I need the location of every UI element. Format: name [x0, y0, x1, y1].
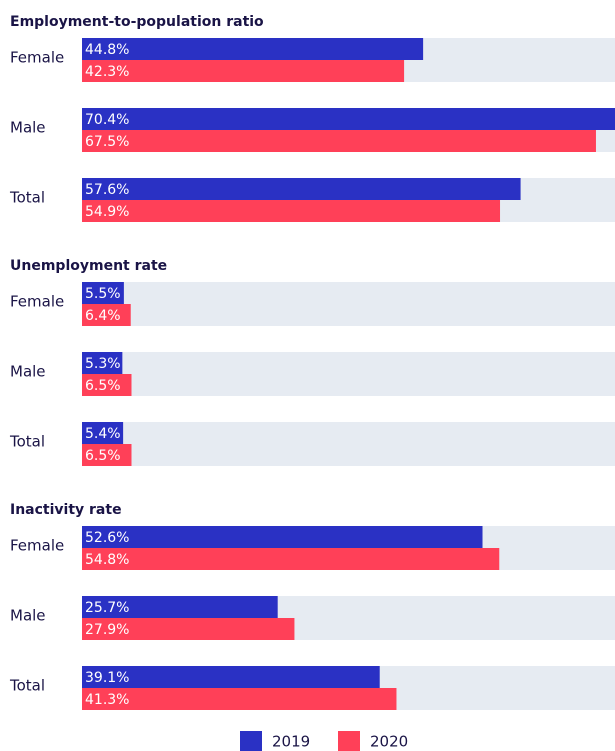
bar	[82, 374, 132, 396]
legend-swatch	[240, 731, 262, 751]
value-label: 57.6%	[85, 182, 129, 198]
value-label: 52.6%	[85, 530, 129, 546]
bar	[82, 618, 295, 640]
chart-title: Unemployment rate	[10, 258, 167, 274]
bar	[82, 352, 123, 374]
value-label: 54.9%	[85, 204, 129, 220]
legend-label: 2019	[272, 733, 310, 751]
value-label: 5.4%	[85, 426, 121, 442]
value-label: 6.4%	[85, 308, 121, 324]
bar-background	[82, 422, 615, 466]
category-label: Total	[9, 189, 45, 207]
bar-background	[82, 352, 615, 396]
category-label: Male	[10, 363, 46, 381]
value-label: 5.5%	[85, 286, 121, 302]
value-label: 41.3%	[85, 692, 129, 708]
bar	[82, 688, 397, 710]
category-label: Male	[10, 607, 46, 625]
bar	[82, 108, 615, 130]
value-label: 25.7%	[85, 600, 129, 616]
category-label: Total	[9, 433, 45, 451]
bar	[82, 38, 424, 60]
value-label: 67.5%	[85, 134, 129, 150]
bar	[82, 666, 380, 688]
bar	[82, 130, 596, 152]
value-label: 6.5%	[85, 448, 121, 464]
bar	[82, 200, 501, 222]
value-label: 39.1%	[85, 670, 129, 686]
category-label: Female	[10, 293, 64, 311]
bar	[82, 282, 124, 304]
legend-label: 2020	[370, 733, 408, 751]
bar	[82, 526, 483, 548]
category-label: Male	[10, 119, 46, 137]
chart-title: Inactivity rate	[10, 502, 122, 518]
bar	[82, 178, 521, 200]
bar	[82, 596, 278, 618]
value-label: 6.5%	[85, 378, 121, 394]
value-label: 54.8%	[85, 552, 129, 568]
value-label: 44.8%	[85, 42, 129, 58]
value-label: 70.4%	[85, 112, 129, 128]
chart-title: Employment-to-population ratio	[10, 14, 264, 30]
value-label: 27.9%	[85, 622, 129, 638]
bar	[82, 304, 131, 326]
category-label: Total	[9, 677, 45, 695]
bar	[82, 60, 405, 82]
category-label: Female	[10, 537, 64, 555]
value-label: 5.3%	[85, 356, 121, 372]
legend-swatch	[338, 731, 360, 751]
value-label: 42.3%	[85, 64, 129, 80]
bar	[82, 548, 500, 570]
bar-background	[82, 282, 615, 326]
bar	[82, 422, 124, 444]
bar	[82, 444, 132, 466]
category-label: Female	[10, 49, 64, 67]
